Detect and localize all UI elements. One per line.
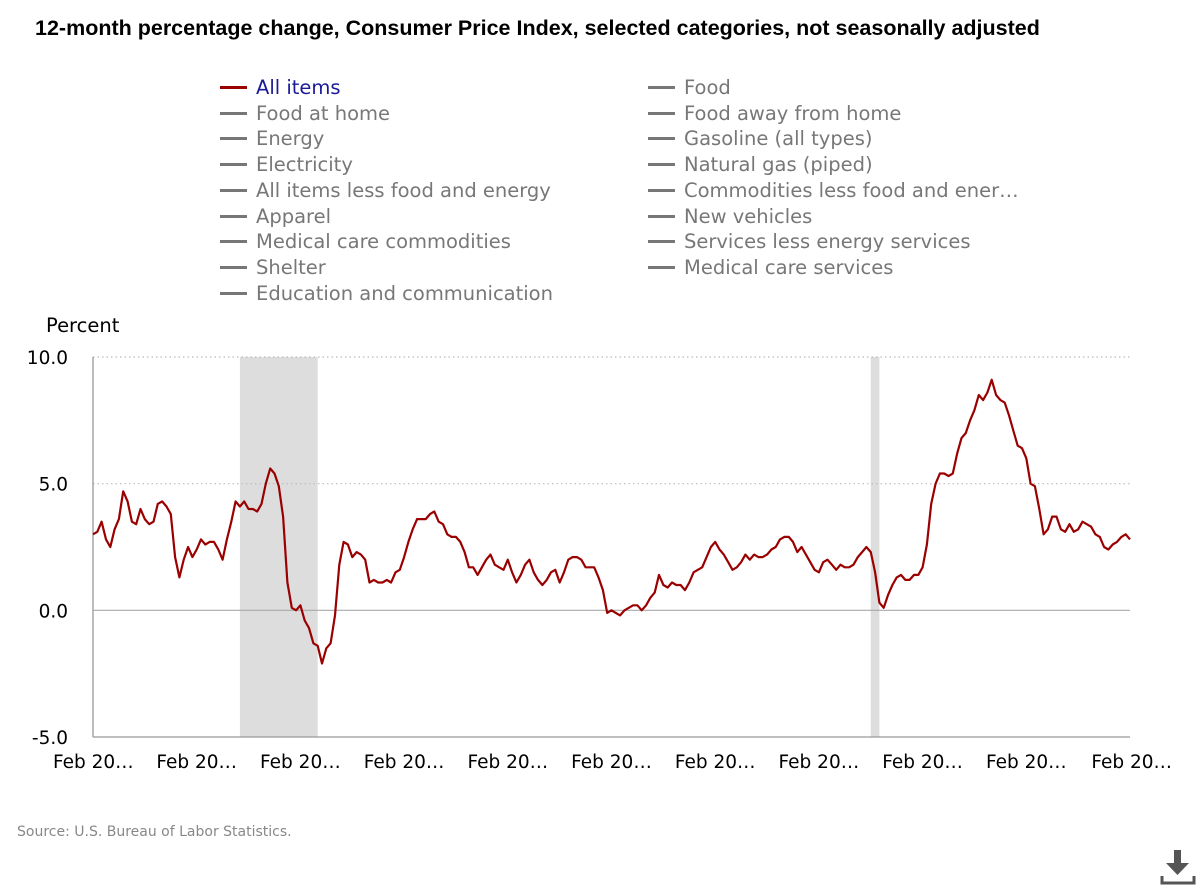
legend-label: New vehicles [684, 204, 813, 228]
legend-label: Natural gas (piped) [684, 153, 873, 177]
legend-label: Apparel [256, 204, 332, 228]
legend-item[interactable]: Services less energy services [648, 230, 971, 253]
series-line-all-items [92, 378, 1131, 665]
legend-item[interactable]: All items [220, 76, 341, 99]
legend-line-icon [648, 137, 675, 141]
legend-item[interactable]: Apparel [220, 205, 331, 228]
legend-line-icon [648, 214, 675, 218]
legend-item[interactable]: Commodities less food and ener… [648, 179, 1019, 202]
legend-label: Gasoline (all types) [684, 127, 873, 151]
legend-item[interactable]: Electricity [220, 153, 353, 176]
legend-item[interactable]: Energy [220, 127, 324, 150]
legend-label: Electricity [256, 153, 353, 177]
legend-line-icon [648, 188, 675, 192]
x-tick-label: Feb 20… [1091, 752, 1172, 773]
legend-item[interactable]: New vehicles [648, 205, 812, 228]
x-tick-label: Feb 20… [571, 752, 652, 773]
y-tick-label: 0.0 [39, 601, 68, 622]
legend-line-icon [220, 111, 247, 115]
legend-item[interactable]: Food [648, 76, 731, 99]
legend-label: Energy [256, 127, 325, 151]
legend-line-icon [648, 86, 675, 89]
legend-line-icon [220, 265, 247, 269]
x-tick-label: Feb 20… [882, 752, 963, 773]
legend-line-icon [220, 163, 247, 167]
x-tick-label: Feb 20… [779, 752, 860, 773]
x-tick-label: Feb 20… [986, 752, 1067, 773]
legend-label: Shelter [256, 255, 326, 279]
legend-item[interactable]: Education and communication [220, 282, 553, 305]
y-tick-label: -5.0 [32, 728, 68, 749]
x-tick-label: Feb 20… [675, 752, 756, 773]
legend-line-icon [648, 163, 675, 167]
download-icon[interactable] [1160, 848, 1196, 886]
legend-line-icon [648, 111, 675, 115]
x-tick-label: Feb 20… [260, 752, 341, 773]
recession-shading [239, 357, 318, 737]
legend-line-icon [220, 86, 247, 89]
legend-label: Food away from home [684, 101, 902, 125]
source-note: Source: U.S. Bureau of Labor Statistics. [17, 824, 292, 840]
y-tick-label: 10.0 [27, 348, 68, 369]
x-tick-label: Feb 20… [467, 752, 548, 773]
x-tick-label: Feb 20… [364, 752, 445, 773]
legend-item[interactable]: Gasoline (all types) [648, 127, 872, 150]
recession-shading [870, 357, 880, 737]
legend-label: Medical care commodities [256, 230, 511, 254]
legend-label: Education and communication [256, 281, 553, 305]
legend-label: Medical care services [684, 255, 894, 279]
y-tick-label: 5.0 [39, 475, 68, 496]
x-tick-label: Feb 20… [53, 752, 134, 773]
legend-line-icon [220, 240, 247, 244]
legend-item[interactable]: Shelter [220, 256, 326, 279]
legend-label: Food [684, 76, 731, 99]
legend-line-icon [648, 265, 675, 269]
legend-label: All items less food and energy [256, 178, 551, 202]
legend-item[interactable]: All items less food and energy [220, 179, 551, 202]
legend-line-icon [220, 188, 247, 192]
legend-item[interactable]: Natural gas (piped) [648, 153, 873, 176]
legend-item[interactable]: Medical care services [648, 256, 893, 279]
legend-line-icon [220, 291, 247, 295]
y-axis-label: Percent [46, 314, 120, 337]
legend-item[interactable]: Food away from home [648, 102, 901, 125]
x-tick-label: Feb 20… [156, 752, 237, 773]
legend-label: All items [256, 76, 341, 99]
legend-item[interactable]: Medical care commodities [220, 230, 511, 253]
legend-label: Services less energy services [684, 230, 971, 254]
legend-item[interactable]: Food at home [220, 102, 390, 125]
legend-line-icon [648, 240, 675, 244]
chart-title: 12-month percentage change, Consumer Pri… [35, 16, 1040, 40]
legend-label: Food at home [256, 101, 391, 125]
legend-line-icon [220, 137, 247, 141]
legend-line-icon [220, 214, 247, 218]
legend-label: Commodities less food and ener… [684, 178, 1019, 202]
